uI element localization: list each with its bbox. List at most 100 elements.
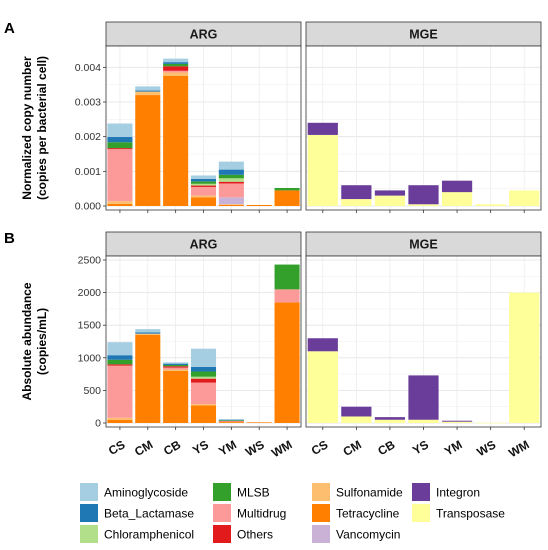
bar-YS-Beta_Lactamase — [190, 366, 217, 372]
bar-YM-Others — [218, 420, 244, 422]
bar-CS-Tetracycline — [107, 203, 133, 206]
bar-CS-Sulfonamide — [107, 201, 133, 204]
bar-CB-Sulfonamide — [163, 369, 189, 371]
bar-YS-Transposase — [408, 419, 439, 423]
bar-WS-Transposase — [475, 422, 506, 424]
bar-YS-Beta_Lactamase — [190, 178, 217, 182]
bar-CS-Integron — [307, 122, 338, 135]
bar-YM-Tetracycline — [218, 204, 244, 206]
x-tick-label-YS: YS — [410, 437, 431, 457]
legend-label: Chloramphenicol — [104, 528, 194, 542]
bar-YM-Integron — [441, 420, 473, 422]
legend-entry-MLSB: MLSB — [213, 483, 270, 501]
bar-CB-Aminoglycoside — [163, 58, 189, 63]
bar-WS-Tetracycline — [246, 422, 272, 423]
bar-CS-Beta_Lactamase — [107, 137, 133, 143]
legend-entry-Transposase: Transposase — [412, 504, 505, 522]
y-tick-label: 0 — [95, 418, 101, 430]
bar-CS-Transposase — [307, 134, 338, 206]
bar-YS-Others — [190, 378, 217, 383]
bar-CM-Aminoglycoside — [135, 329, 161, 333]
bar-YS-Sulfonamide — [190, 195, 217, 198]
x-tick-label-CB: CB — [161, 437, 183, 458]
bar-YM-Multidrug — [218, 421, 244, 422]
bar-YM-Beta_Lactamase — [218, 169, 244, 175]
legend-label: MLSB — [237, 486, 270, 500]
x-tick-label-YM: YM — [216, 437, 239, 458]
bar-CB-Beta_Lactamase — [163, 62, 189, 64]
facet-strip — [305, 231, 542, 257]
bar-YS-Sulfonamide — [190, 404, 217, 406]
bar-CM-Aminoglycoside — [135, 86, 161, 91]
y-tick-label: 500 — [83, 385, 101, 397]
bar-YM-Aminoglycoside — [218, 419, 244, 420]
y-tick-label: 1000 — [78, 352, 102, 364]
legend-entry-Tetracycline: Tetracycline — [312, 504, 400, 522]
y-tick-label: 2500 — [78, 255, 102, 267]
bar-CS-Aminoglycoside — [107, 123, 133, 138]
facet-strip-label: ARG — [190, 238, 218, 252]
bar-CB-Aminoglycoside — [163, 362, 189, 364]
bar-CS-Beta_Lactamase — [107, 355, 133, 360]
x-tick-label-WM: WM — [269, 437, 294, 460]
legend-entry-Beta_Lactamase: Beta_Lactamase — [80, 504, 194, 522]
legend-label: Others — [237, 528, 273, 542]
bar-WM-MLSB — [274, 264, 300, 290]
facet-strip-label: ARG — [190, 28, 218, 42]
x-tick-label-YS: YS — [190, 437, 211, 457]
facet-strip-label: MGE — [409, 28, 437, 42]
y-axis-label-line2: (copies per bacterial cell) — [35, 56, 49, 200]
bar-YS-Tetracycline — [190, 405, 217, 423]
bar-CB-Tetracycline — [163, 370, 189, 423]
bar-CS-Transposase — [307, 351, 338, 423]
panel-B-ARG: ARG 0 500 1000 1500 2000 2500 CS CM CB YS YM WS WM — [78, 231, 302, 460]
y-tick-label: 0.000 — [75, 201, 101, 213]
panel-A-ARG: ARG 0.000 0.001 0.002 0.003 0.004 — [75, 21, 302, 213]
x-tick-label-WM: WM — [506, 437, 531, 460]
bar-WM-Transposase — [509, 190, 540, 206]
legend-label: Transposase — [436, 507, 505, 521]
bar-YM-Transposase — [441, 421, 473, 423]
bar-YS-MLSB — [190, 371, 217, 377]
legend-label: Integron — [436, 486, 480, 500]
bar-CM-Tetracycline — [135, 334, 161, 423]
bar-YM-Aminoglycoside — [218, 161, 244, 170]
legend-swatch — [312, 504, 330, 522]
bar-CB-Multidrug — [163, 70, 189, 73]
y-axis-label-line1: Absolute abundance — [20, 282, 34, 400]
legend-swatch — [80, 483, 98, 501]
legend-entry-Sulfonamide: Sulfonamide — [312, 483, 403, 501]
x-tick-label-CM: CM — [341, 437, 364, 458]
bar-CS-Others — [107, 364, 133, 366]
bar-WS-Transposase — [475, 204, 506, 206]
bar-CS-Aminoglycoside — [107, 342, 133, 356]
bar-CB-Sulfonamide — [163, 72, 189, 76]
bar-YS-MLSB — [190, 181, 217, 184]
bar-CS-Multidrug — [107, 149, 133, 202]
bar-YM-MLSB — [218, 174, 244, 179]
bar-CM-Transposase — [341, 199, 372, 206]
bar-YM-Sulfonamide — [218, 204, 244, 205]
legend-entry-Aminoglycoside: Aminoglycoside — [80, 483, 188, 501]
bar-CS-MLSB — [107, 142, 133, 149]
bar-CB-Transposase — [374, 419, 406, 423]
bar-YM-Integron — [441, 180, 473, 193]
facet-strip-label: MGE — [409, 238, 437, 252]
bar-YM-Chloramphenicol — [218, 178, 244, 182]
panel-letter-B: B — [4, 230, 15, 247]
bar-CS-Sulfonamide — [107, 417, 133, 420]
bar-WS-Tetracycline — [246, 204, 272, 206]
bar-CB-Integron — [374, 190, 406, 196]
bar-WM-Tetracycline — [274, 190, 300, 206]
bar-YS-Tetracycline — [190, 197, 217, 206]
x-tick-label-YM: YM — [442, 437, 465, 458]
legend-swatch — [213, 525, 231, 543]
y-axis-label-A: Normalized copy number(copies per bacter… — [20, 56, 49, 200]
legend-swatch — [412, 504, 430, 522]
bar-YS-Aminoglycoside — [190, 348, 217, 367]
panel-letter-A: A — [4, 20, 15, 37]
bar-WM-MLSB — [274, 187, 300, 191]
bar-YS-Multidrug — [190, 186, 217, 196]
facet-strip — [105, 21, 302, 47]
legend-swatch — [213, 483, 231, 501]
